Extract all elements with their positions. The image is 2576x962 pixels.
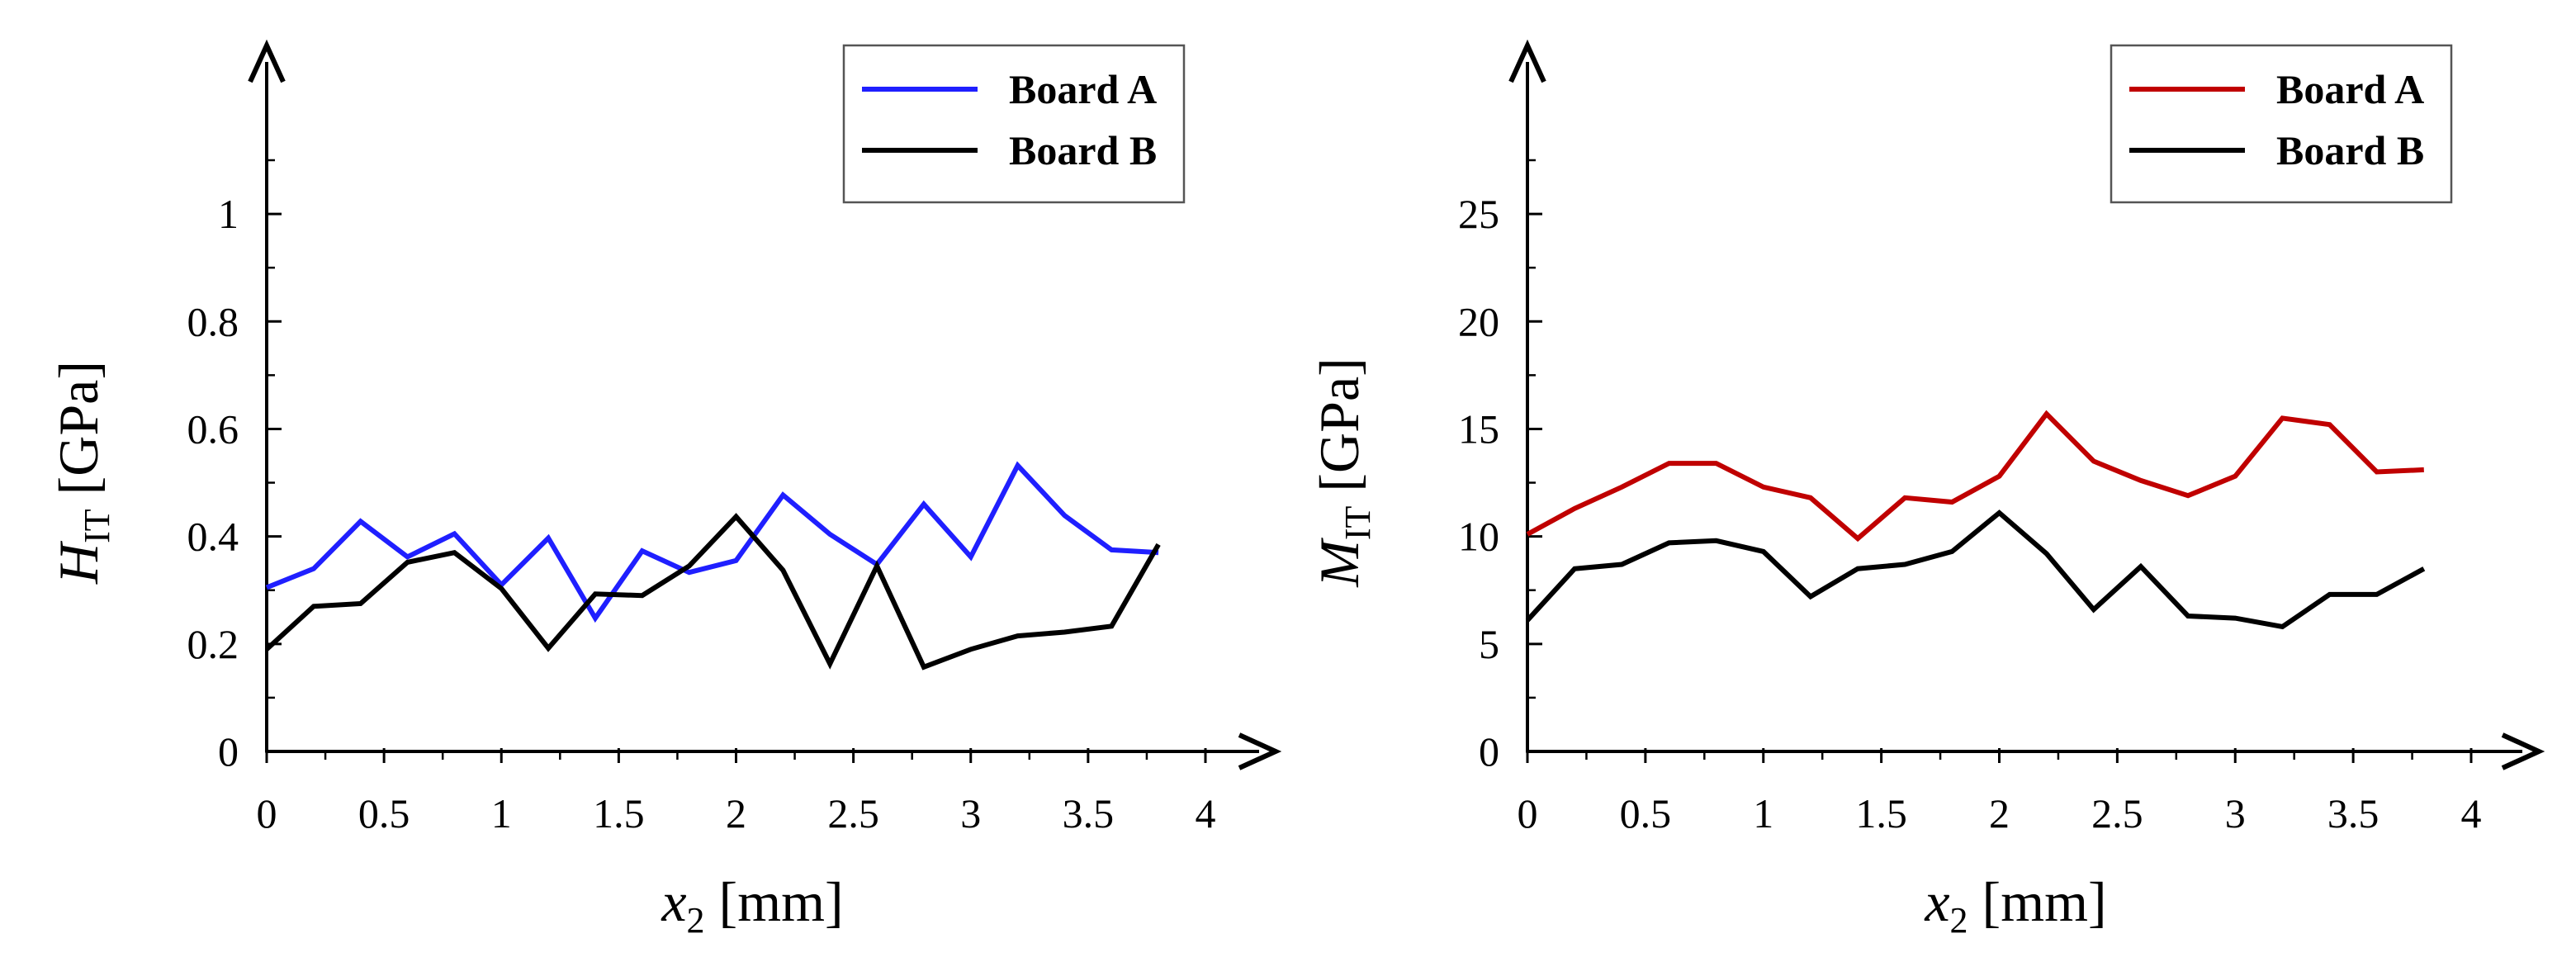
- x-tick-label: 1: [491, 790, 512, 836]
- y-tick-label: 1: [218, 191, 239, 237]
- series-line-board-a: [1526, 410, 2424, 543]
- y-tick-label: 20: [1458, 298, 1499, 344]
- legend-box: [842, 44, 1186, 204]
- series-line-board-b: [264, 513, 1161, 671]
- x-axis-label: x2 [mm]: [1924, 870, 2106, 941]
- legend-label: Board A: [2276, 66, 2424, 112]
- y-axis-subscript: IT: [1338, 505, 1378, 540]
- x-tick-label: 3.5: [1063, 790, 1115, 836]
- x-axis-symbol: x: [661, 870, 686, 933]
- y-tick-label: 25: [1458, 191, 1499, 237]
- series-line-board-a: [265, 461, 1159, 623]
- y-axis-symbol: M: [1308, 538, 1371, 588]
- series-line-board-b: [1525, 509, 2426, 630]
- y-tick-label: 0.8: [187, 298, 239, 344]
- x-tick-label: 3: [2225, 790, 2246, 836]
- x-axis-subscript: 2: [1950, 900, 1968, 941]
- y-axis-label: MIT [GPa]: [1308, 358, 1378, 588]
- y-axis-label: HIT [GPa]: [47, 361, 117, 585]
- y-axis-symbol: H: [47, 540, 110, 585]
- x-tick-label: 4: [2461, 790, 2482, 836]
- x-tick-label: 2: [1989, 790, 2010, 836]
- y-tick-label: 0.2: [187, 621, 239, 667]
- y-axis-unit: [GPa]: [1308, 358, 1371, 505]
- x-axis-label: x2 [mm]: [661, 870, 843, 941]
- x-axis-symbol: x: [1924, 870, 1949, 933]
- y-axis-arrow-icon: [1508, 39, 1546, 83]
- y-tick-label: 5: [1479, 621, 1499, 667]
- x-tick-label: 2: [726, 790, 746, 836]
- y-axis-arrow-icon: [248, 39, 286, 83]
- legend-label: Board A: [1009, 66, 1157, 112]
- modulus-chart: 0 5 10 15 20 25 0 0.5 1 1.5 2 2.5 3 3.5 4 x2 [mm] MIT [G…: [1308, 39, 2545, 941]
- x-tick-label: 1.5: [593, 790, 645, 836]
- legend-label: Board B: [2276, 127, 2424, 173]
- x-tick-label: 4: [1196, 790, 1216, 836]
- hardness-chart: 0 0.2 0.4 0.6 0.8 1 0 0.5 1 1.5 2 2.5 3 3.5 4 x2 [mm] HI…: [47, 39, 1282, 941]
- x-tick-label: 1: [1753, 790, 1773, 836]
- x-tick-label: 1.5: [1855, 790, 1907, 836]
- x-tick-label: 0: [257, 790, 277, 836]
- y-tick-label: 15: [1458, 405, 1499, 452]
- y-axis-unit: [GPa]: [47, 361, 110, 509]
- x-tick-label: 0: [1518, 790, 1538, 836]
- x-axis-arrow-icon: [1238, 732, 1282, 770]
- x-tick-label: 0.5: [358, 790, 410, 836]
- y-axis-subscript: IT: [77, 509, 117, 543]
- x-tick-label: 2.5: [827, 790, 879, 836]
- x-axis-subscript: 2: [687, 900, 705, 941]
- x-tick-label: 0.5: [1620, 790, 1672, 836]
- x-tick-label: 3: [960, 790, 981, 836]
- x-axis-arrow-icon: [2501, 732, 2545, 770]
- x-tick-label: 2.5: [2091, 790, 2143, 836]
- y-tick-label: 0: [218, 728, 239, 775]
- y-tick-label: 0.4: [187, 514, 239, 560]
- y-tick-label: 0.6: [187, 405, 239, 452]
- legend-box: [2110, 44, 2453, 204]
- legend-label: Board B: [1009, 127, 1157, 173]
- y-tick-label: 10: [1458, 514, 1499, 560]
- x-tick-label: 3.5: [2327, 790, 2379, 836]
- x-axis-unit: [mm]: [1968, 870, 2107, 933]
- x-axis-unit: [mm]: [705, 870, 844, 933]
- y-tick-label: 0: [1479, 728, 1499, 775]
